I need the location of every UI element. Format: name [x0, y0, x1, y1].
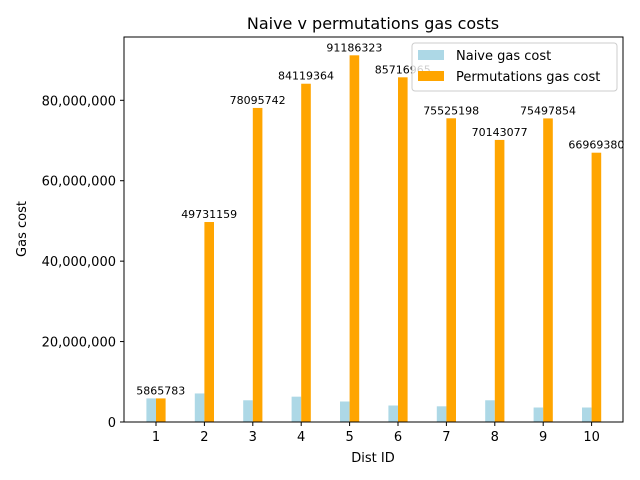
data-label-9: 75497854 — [520, 104, 576, 117]
y-axis: 0 20,000,000 40,000,000 60,000,000 80,000,00… — [42, 94, 124, 431]
permutations-bar-4 — [301, 83, 311, 422]
y-tick-label-3: 60,000,000 — [42, 175, 116, 190]
permutations-bar-7 — [446, 118, 456, 422]
data-label-7: 75525198 — [423, 104, 479, 117]
naive-bar-6 — [388, 405, 398, 422]
permutations-bar-8 — [494, 139, 505, 422]
y-axis-label: Gas cost — [15, 201, 30, 257]
y-tick-label-2: 40,000,000 — [42, 255, 116, 270]
data-label-2: 49731159 — [181, 208, 237, 221]
x-axis-label: Dist ID — [351, 451, 394, 466]
x-tick-label-8: 8 — [491, 430, 499, 445]
legend-swatch-permutations — [418, 71, 444, 81]
x-tick-label-10: 10 — [583, 430, 600, 445]
x-tick-label-4: 4 — [297, 430, 305, 445]
chart-title: Naive v permutations gas costs — [247, 14, 499, 33]
x-tick-label-1: 1 — [152, 430, 160, 445]
naive-bar-10 — [582, 407, 592, 422]
legend-label-permutations: Permutations gas cost — [456, 70, 600, 85]
naive-bar-4 — [291, 396, 302, 422]
naive-bar-1 — [146, 398, 156, 422]
y-tick-label-1: 20,000,000 — [42, 336, 116, 351]
data-label-8: 70143077 — [472, 126, 528, 139]
plot-frame — [123, 36, 624, 423]
data-label-5: 91186323 — [326, 41, 382, 54]
data-label-1: 5865783 — [136, 384, 185, 397]
x-tick-label-7: 7 — [442, 430, 450, 445]
legend-label-naive: Naive gas cost — [456, 49, 551, 64]
x-tick-label-5: 5 — [345, 430, 353, 445]
naive-bar-9 — [533, 407, 544, 422]
legend: Naive gas cost Permutations gas cost — [411, 42, 618, 92]
legend-frame — [411, 42, 618, 92]
permutations-bar-5 — [349, 55, 360, 423]
permutations-bar-9 — [543, 118, 553, 423]
data-label-10: 66969380 — [568, 139, 624, 152]
x-tick-label-6: 6 — [394, 430, 402, 445]
permutations-bar-2 — [204, 222, 214, 422]
data-label-3: 78095742 — [230, 94, 286, 107]
legend-swatch-naive — [418, 50, 444, 60]
y-tick-label-0: 0 — [108, 416, 116, 431]
permutations-bar-6 — [398, 77, 408, 422]
naive-bar-8 — [485, 400, 495, 422]
y-tick-label-4: 80,000,000 — [42, 94, 116, 109]
x-tick-label-9: 9 — [539, 430, 547, 445]
permutations-bar-3 — [252, 107, 263, 422]
permutations-bar-1 — [156, 398, 166, 422]
naive-bar-5 — [340, 401, 350, 422]
permutations-bar-10 — [591, 152, 602, 422]
naive-bar-3 — [243, 400, 253, 422]
data-labels-layer: 5865783497311597809574284119364911863238… — [136, 41, 624, 397]
naive-bar-2 — [194, 393, 205, 422]
x-axis: 1 2 3 4 5 6 7 8 9 10 — [152, 422, 600, 445]
x-tick-label-3: 3 — [249, 430, 257, 445]
data-label-4: 84119364 — [278, 70, 334, 83]
naive-bar-7 — [436, 406, 447, 422]
x-tick-label-2: 2 — [200, 430, 208, 445]
bars-layer — [146, 55, 602, 423]
